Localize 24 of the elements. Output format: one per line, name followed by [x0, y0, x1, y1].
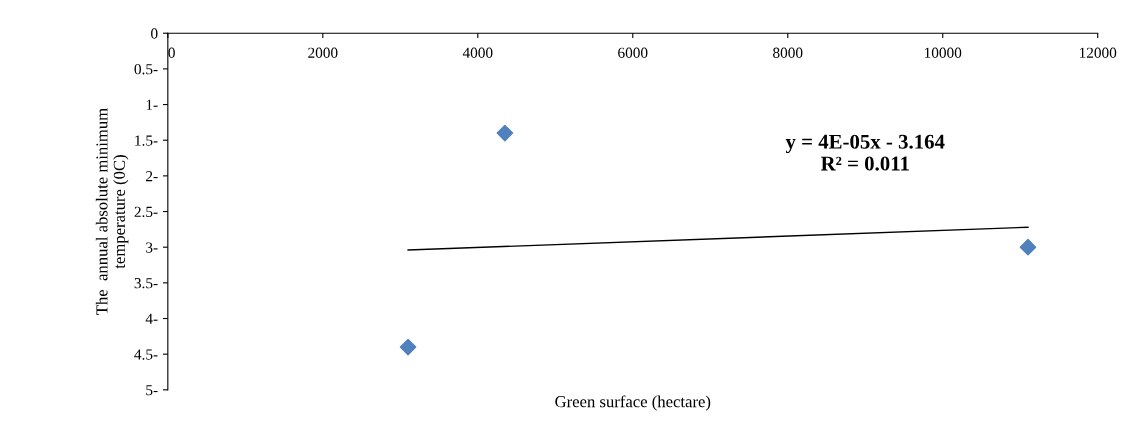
x-tick-label: 4000: [462, 47, 493, 58]
y-tick-label: 1.5-: [135, 135, 158, 146]
point: [399, 338, 417, 356]
x-tick-label: 12000: [1079, 47, 1117, 58]
x-axis-title: Green surface (hectare): [555, 395, 711, 411]
y-tick-label: 0: [151, 28, 158, 39]
y-axis-title: The annual absolute minimum temperature (0C): [95, 108, 129, 315]
y-tick-label: 4.5-: [134, 349, 158, 360]
y-tick-label: 0.5-: [134, 64, 158, 75]
y-tick-label: 2-: [146, 171, 158, 182]
point: [496, 124, 514, 142]
point: [1019, 238, 1037, 256]
x-tick-label: 2000: [308, 47, 338, 58]
x-tick-label: 10000: [924, 47, 962, 58]
y-tick-label: 4-: [145, 313, 158, 324]
y-tick-label: 3-: [146, 242, 158, 253]
y-tick-label: 5-: [146, 385, 158, 396]
y-tick-label: 1-: [146, 99, 158, 110]
y-tick-label: 3.5-: [134, 278, 158, 289]
x-tick-label: 8000: [773, 47, 803, 58]
annotation: y = 4E-05x - 3.164 R² = 0.011: [785, 134, 945, 171]
x-tick-label: 0: [168, 47, 175, 58]
y-tick-label: 2.5-: [134, 206, 158, 218]
x-tick-label: 6000: [618, 47, 648, 58]
